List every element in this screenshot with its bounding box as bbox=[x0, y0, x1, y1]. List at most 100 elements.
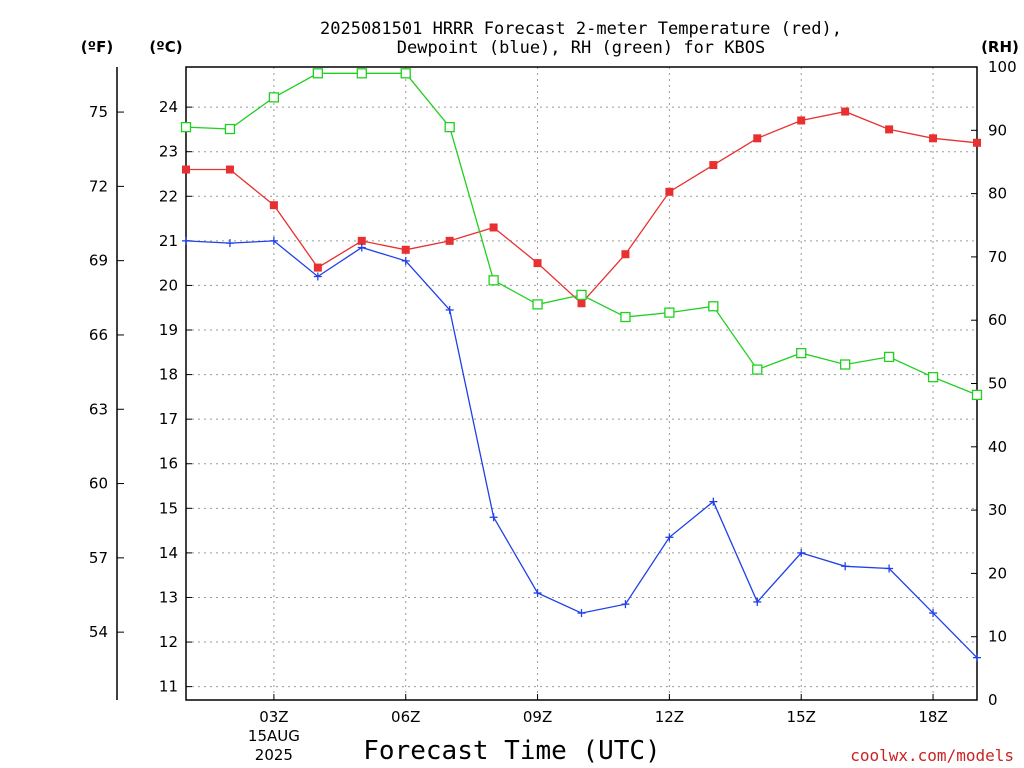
x-tick-date-label: 15AUG bbox=[248, 727, 300, 745]
celsius-tick-label: 13 bbox=[159, 588, 178, 606]
fahrenheit-tick-label: 57 bbox=[89, 549, 108, 567]
chart-title-line2: Dewpoint (blue), RH (green) for KBOS bbox=[397, 38, 765, 58]
celsius-tick-label: 17 bbox=[159, 410, 178, 428]
x-tick-label: 03Z bbox=[259, 708, 288, 726]
rh-tick-label: 10 bbox=[988, 628, 1007, 646]
temperature-point bbox=[313, 263, 322, 272]
rh-tick-label: 60 bbox=[988, 311, 1007, 329]
rh-point bbox=[400, 68, 411, 79]
temperature-point bbox=[225, 165, 234, 174]
x-tick-label: 18Z bbox=[918, 708, 947, 726]
x-tick-label: 15Z bbox=[787, 708, 816, 726]
dewpoint-point bbox=[665, 533, 674, 542]
temperature-point bbox=[401, 245, 410, 254]
fahrenheit-tick-label: 66 bbox=[89, 326, 108, 344]
celsius-tick-label: 11 bbox=[159, 678, 178, 696]
fahrenheit-tick-label: 72 bbox=[89, 177, 108, 195]
rh-tick-label: 0 bbox=[988, 691, 998, 709]
rh-unit-label: (RH) bbox=[981, 38, 1019, 56]
celsius-tick-label: 18 bbox=[159, 366, 178, 384]
celsius-tick-label: 24 bbox=[159, 98, 178, 116]
temperature-point bbox=[269, 201, 278, 210]
temperature-point bbox=[182, 165, 190, 174]
x-tick-label: 06Z bbox=[391, 708, 420, 726]
dewpoint-point bbox=[401, 256, 410, 265]
axes bbox=[116, 66, 978, 701]
temperature-point bbox=[357, 236, 366, 245]
dewpoint-point bbox=[841, 562, 850, 571]
rh-tick-label: 80 bbox=[988, 185, 1007, 203]
rh-point bbox=[927, 372, 939, 383]
rh-point bbox=[620, 311, 631, 323]
rh-line bbox=[185, 72, 978, 396]
dewpoint-point bbox=[885, 564, 894, 573]
dewpoint-point bbox=[797, 548, 806, 557]
rh-tick-label: 50 bbox=[988, 375, 1007, 393]
fahrenheit-tick-label: 54 bbox=[89, 623, 108, 641]
fahrenheit-tick-label: 75 bbox=[89, 103, 108, 121]
temperature-point bbox=[665, 187, 674, 196]
x-axis-label: Forecast Time (UTC) bbox=[363, 736, 660, 766]
rh-tick-label: 30 bbox=[988, 501, 1007, 519]
temperature-point bbox=[797, 116, 806, 125]
dewpoint-point bbox=[489, 513, 498, 522]
celsius-tick-label: 21 bbox=[159, 232, 178, 250]
celsius-tick-label: 19 bbox=[159, 321, 178, 339]
rh-point bbox=[444, 121, 455, 133]
dewpoint-point bbox=[313, 272, 322, 281]
x-tick-label: 12Z bbox=[655, 708, 684, 726]
rh-point bbox=[883, 351, 895, 363]
rh-point bbox=[664, 307, 675, 318]
rh-tick-label: 40 bbox=[988, 438, 1007, 456]
temperature-point bbox=[621, 250, 630, 259]
fahrenheit-tick-label: 63 bbox=[89, 400, 108, 418]
x-tick-year-label: 2025 bbox=[255, 746, 293, 764]
celsius-tick-label: 23 bbox=[159, 143, 178, 161]
plot-frame bbox=[185, 66, 978, 701]
rh-tick-label: 90 bbox=[988, 121, 1007, 139]
dewpoint-point bbox=[753, 597, 762, 606]
rh-point bbox=[224, 123, 236, 135]
gridlines bbox=[186, 67, 977, 700]
rh-point bbox=[312, 68, 323, 79]
celsius-tick-label: 15 bbox=[159, 499, 178, 517]
fahrenheit-tick-label: 69 bbox=[89, 252, 108, 270]
dewpoint-point bbox=[225, 239, 234, 248]
temperature-point bbox=[577, 299, 586, 308]
rh-tick-label: 20 bbox=[988, 564, 1007, 582]
dewpoint-point bbox=[621, 600, 630, 609]
celsius-tick-label: 22 bbox=[159, 187, 178, 205]
dewpoint-point bbox=[269, 236, 278, 245]
celsius-unit-label: (ºC) bbox=[149, 38, 182, 56]
temperature-point bbox=[753, 134, 762, 143]
rh-tick-label: 100 bbox=[988, 58, 1017, 76]
data-series bbox=[180, 68, 983, 662]
dewpoint-point bbox=[973, 653, 981, 662]
rh-point bbox=[796, 347, 807, 359]
temperature-point bbox=[709, 161, 718, 170]
rh-tick-label: 70 bbox=[988, 248, 1007, 266]
temperature-point bbox=[489, 223, 498, 232]
dewpoint-point bbox=[445, 305, 454, 314]
temperature-point bbox=[929, 134, 938, 143]
temperature-point bbox=[973, 138, 981, 147]
temperature-point bbox=[445, 236, 454, 245]
source-credit: coolwx.com/models bbox=[850, 746, 1014, 765]
rh-point bbox=[752, 364, 763, 375]
dewpoint-point bbox=[577, 609, 586, 618]
celsius-tick-label: 20 bbox=[159, 276, 178, 294]
x-tick-label: 09Z bbox=[523, 708, 552, 726]
temperature-point bbox=[533, 259, 542, 268]
rh-point bbox=[971, 389, 983, 401]
dewpoint-point bbox=[533, 589, 542, 598]
fahrenheit-tick-label: 60 bbox=[89, 475, 108, 493]
rh-point bbox=[532, 299, 543, 310]
rh-point bbox=[840, 359, 851, 370]
rh-point bbox=[356, 68, 367, 79]
rh-point bbox=[488, 275, 499, 286]
chart-title-line1: 2025081501 HRRR Forecast 2-meter Tempera… bbox=[320, 19, 842, 39]
rh-point bbox=[576, 289, 587, 301]
temperature-point bbox=[885, 125, 894, 134]
temperature-line bbox=[186, 110, 978, 305]
